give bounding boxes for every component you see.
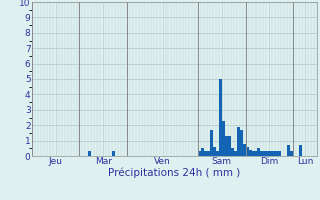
Bar: [228, 136, 231, 156]
Bar: [243, 144, 246, 156]
Bar: [88, 151, 91, 156]
Bar: [290, 151, 293, 156]
Bar: [210, 130, 213, 156]
Bar: [254, 151, 258, 156]
X-axis label: Précipitations 24h ( mm ): Précipitations 24h ( mm ): [108, 168, 241, 178]
Bar: [263, 151, 266, 156]
Bar: [207, 151, 210, 156]
Bar: [278, 151, 281, 156]
Bar: [112, 151, 115, 156]
Bar: [213, 147, 216, 156]
Bar: [275, 151, 278, 156]
Bar: [269, 151, 272, 156]
Bar: [299, 145, 302, 156]
Bar: [249, 150, 252, 156]
Bar: [234, 151, 237, 156]
Bar: [272, 151, 275, 156]
Bar: [216, 151, 219, 156]
Bar: [198, 151, 201, 156]
Bar: [201, 148, 204, 156]
Bar: [287, 145, 290, 156]
Bar: [231, 148, 234, 156]
Bar: [225, 136, 228, 156]
Bar: [266, 151, 269, 156]
Bar: [252, 151, 254, 156]
Bar: [246, 147, 249, 156]
Bar: [222, 121, 225, 156]
Bar: [260, 151, 263, 156]
Bar: [219, 79, 222, 156]
Bar: [237, 127, 240, 156]
Bar: [204, 151, 207, 156]
Bar: [258, 148, 260, 156]
Bar: [240, 130, 243, 156]
